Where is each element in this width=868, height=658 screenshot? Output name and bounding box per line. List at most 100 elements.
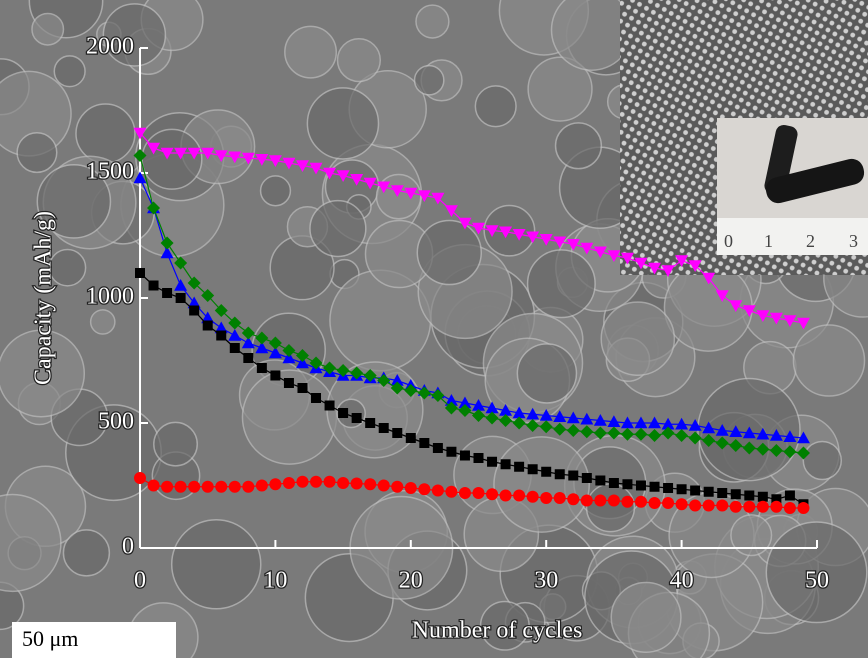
marker: [216, 331, 226, 341]
marker: [202, 481, 214, 493]
texture-cell: [793, 325, 864, 396]
marker: [514, 462, 524, 472]
marker: [758, 492, 768, 502]
marker: [636, 481, 646, 491]
scale-bar-label: 50 μm: [22, 626, 78, 651]
texture-cell: [731, 515, 772, 556]
y-tick-label: 1000: [86, 284, 134, 310]
marker: [608, 495, 620, 507]
texture-cell: [556, 123, 602, 169]
marker: [784, 502, 796, 514]
marker: [473, 487, 485, 499]
texture-cell: [528, 250, 596, 318]
marker: [527, 491, 539, 503]
texture-cell: [91, 310, 115, 334]
texture-cell: [494, 437, 589, 532]
marker: [487, 457, 497, 467]
ruler-label: 1: [764, 231, 773, 251]
texture-cell: [142, 129, 202, 189]
marker: [325, 401, 335, 411]
marker: [351, 478, 363, 490]
marker: [595, 476, 605, 486]
marker: [176, 293, 186, 303]
texture-cell: [417, 221, 481, 285]
marker: [310, 476, 322, 488]
marker: [229, 481, 241, 493]
marker: [433, 443, 443, 453]
page: 0 1 2 3 50 μm Number of cycles Capacity …: [0, 0, 868, 658]
marker: [662, 497, 674, 509]
marker: [650, 482, 660, 492]
marker: [731, 489, 741, 499]
marker: [501, 459, 511, 469]
marker: [337, 477, 349, 489]
y-tick-label: 1500: [86, 159, 134, 185]
marker: [486, 488, 498, 500]
marker: [513, 490, 525, 502]
marker: [541, 467, 551, 477]
marker: [161, 481, 173, 493]
marker: [770, 501, 782, 513]
texture-cell: [552, 0, 633, 70]
marker: [148, 480, 160, 492]
x-tick-label: 50: [805, 568, 829, 594]
marker: [446, 447, 456, 457]
texture-cell: [338, 39, 381, 82]
marker: [459, 487, 471, 499]
x-tick-label: 0: [134, 568, 146, 594]
marker: [568, 471, 578, 481]
marker: [283, 477, 295, 489]
marker: [757, 501, 769, 513]
marker: [311, 393, 321, 403]
marker: [743, 501, 755, 513]
marker: [149, 281, 159, 291]
marker: [528, 464, 538, 474]
marker: [621, 496, 633, 508]
x-tick-label: 40: [670, 568, 694, 594]
marker: [540, 492, 552, 504]
marker: [352, 413, 362, 423]
texture-cell: [587, 484, 635, 532]
marker: [379, 423, 389, 433]
texture-cell: [415, 66, 444, 95]
texture-cell: [307, 88, 378, 159]
ruler: [717, 218, 868, 255]
marker: [230, 343, 240, 353]
marker: [689, 500, 701, 512]
marker: [215, 481, 227, 493]
marker: [474, 453, 484, 463]
marker: [242, 481, 254, 493]
marker: [406, 433, 416, 443]
ruler-label: 2: [806, 231, 815, 251]
marker: [785, 491, 795, 501]
marker: [284, 378, 294, 388]
marker: [582, 473, 592, 483]
marker: [567, 493, 579, 505]
marker: [690, 486, 700, 496]
marker: [134, 472, 146, 484]
texture-cell: [416, 5, 449, 38]
marker: [162, 288, 172, 298]
marker: [622, 479, 632, 489]
texture-cell: [54, 56, 85, 87]
marker: [677, 484, 687, 494]
marker: [717, 488, 727, 498]
marker: [392, 428, 402, 438]
marker: [256, 480, 268, 492]
marker: [324, 476, 336, 488]
marker: [269, 478, 281, 490]
texture-cell: [63, 530, 109, 576]
chart: 0 1 2 3 50 μm Number of cycles Capacity …: [0, 0, 868, 658]
ruler-label: 3: [849, 231, 858, 251]
marker: [594, 495, 606, 507]
marker: [716, 500, 728, 512]
texture-cell: [517, 344, 576, 403]
texture-cell: [17, 133, 57, 173]
texture-cell: [285, 26, 336, 77]
y-tick-label: 2000: [86, 34, 134, 60]
marker: [649, 497, 661, 509]
marker: [188, 481, 200, 493]
texture-cell: [261, 176, 291, 206]
marker: [296, 476, 308, 488]
marker: [730, 501, 742, 513]
